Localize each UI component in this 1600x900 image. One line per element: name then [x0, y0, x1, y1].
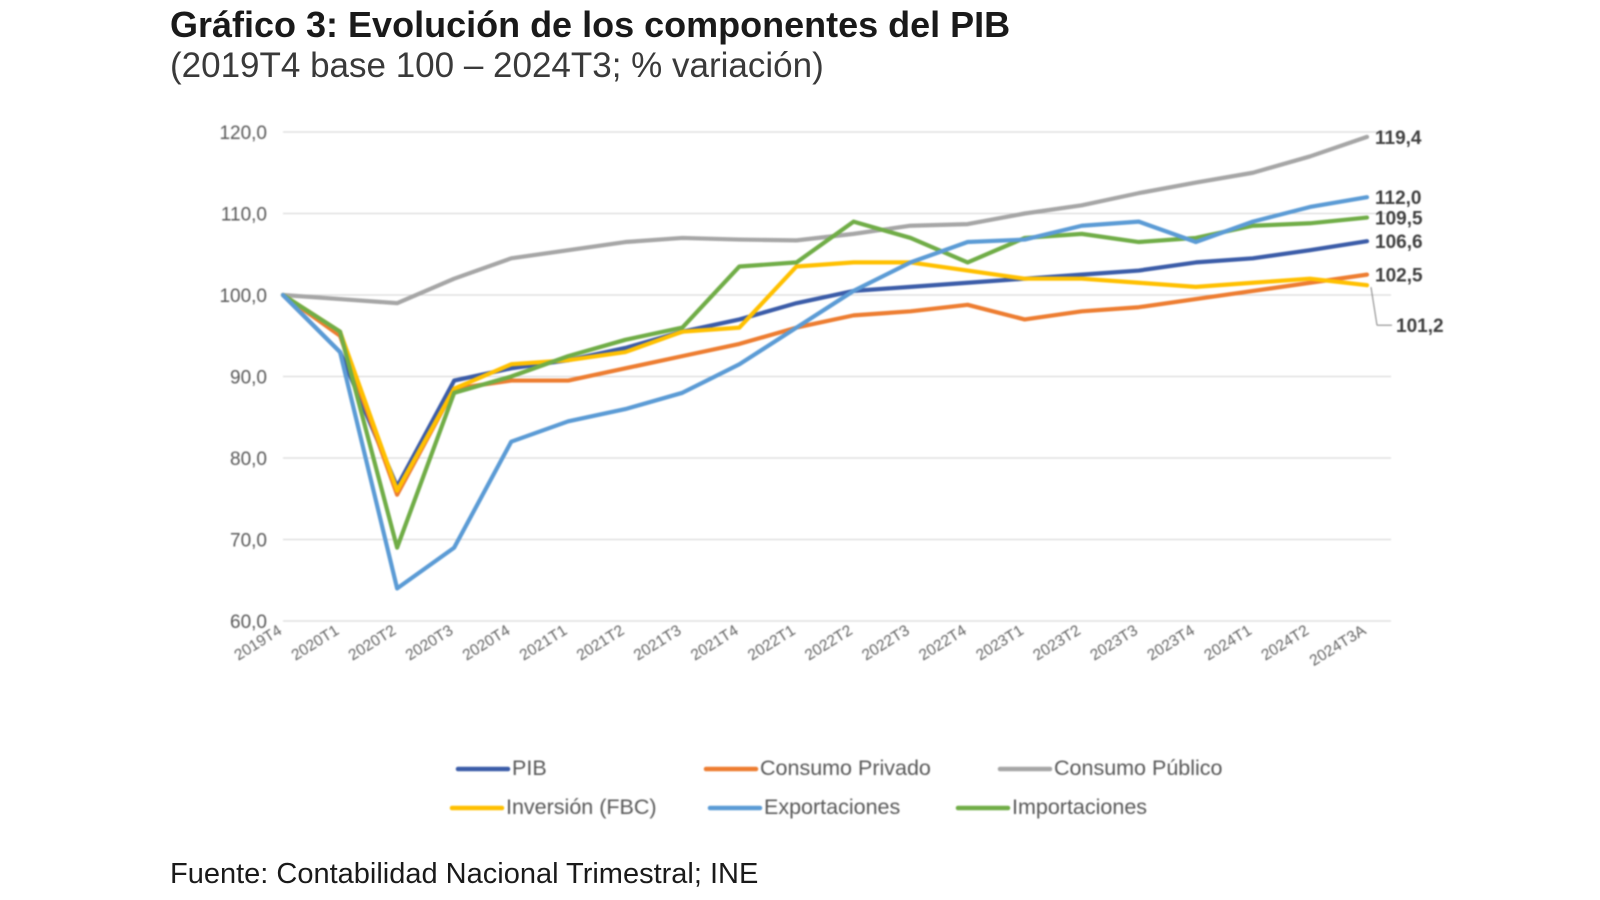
- svg-text:2024T3A: 2024T3A: [1307, 622, 1370, 670]
- svg-text:2022T1: 2022T1: [745, 622, 799, 664]
- svg-text:Importaciones: Importaciones: [1012, 795, 1147, 819]
- svg-text:Consumo Público: Consumo Público: [1054, 756, 1223, 780]
- svg-text:2020T3: 2020T3: [403, 622, 457, 664]
- svg-text:Inversión (FBC): Inversión (FBC): [506, 795, 657, 819]
- svg-text:106,6: 106,6: [1375, 232, 1423, 253]
- svg-text:119,4: 119,4: [1375, 128, 1422, 149]
- svg-text:2023T1: 2023T1: [973, 622, 1027, 664]
- svg-text:109,5: 109,5: [1375, 209, 1423, 230]
- svg-text:2021T4: 2021T4: [688, 622, 742, 664]
- svg-text:2024T1: 2024T1: [1201, 622, 1255, 664]
- svg-text:2021T3: 2021T3: [631, 622, 685, 664]
- svg-text:2022T4: 2022T4: [916, 622, 970, 664]
- svg-text:Exportaciones: Exportaciones: [764, 795, 900, 819]
- svg-text:90,0: 90,0: [230, 368, 267, 389]
- svg-text:60,0: 60,0: [230, 612, 267, 633]
- svg-text:2024T2: 2024T2: [1258, 622, 1312, 664]
- svg-text:2021T1: 2021T1: [517, 622, 571, 664]
- svg-text:110,0: 110,0: [221, 205, 267, 226]
- svg-text:2023T2: 2023T2: [1030, 622, 1084, 664]
- svg-text:PIB: PIB: [512, 756, 547, 780]
- svg-text:Consumo Privado: Consumo Privado: [760, 756, 931, 780]
- svg-text:2020T2: 2020T2: [346, 622, 400, 664]
- svg-text:2023T3: 2023T3: [1087, 622, 1141, 664]
- svg-text:2020T1: 2020T1: [289, 622, 343, 664]
- svg-text:70,0: 70,0: [230, 531, 267, 552]
- svg-text:102,5: 102,5: [1375, 266, 1423, 287]
- svg-text:80,0: 80,0: [230, 449, 267, 470]
- svg-text:2022T2: 2022T2: [802, 622, 856, 664]
- svg-text:2022T3: 2022T3: [859, 622, 913, 664]
- svg-text:100,0: 100,0: [219, 286, 267, 307]
- svg-text:101,2: 101,2: [1396, 316, 1444, 337]
- svg-text:2021T2: 2021T2: [574, 622, 628, 664]
- svg-text:112,0: 112,0: [1375, 188, 1422, 209]
- svg-text:2020T4: 2020T4: [460, 622, 514, 664]
- svg-text:2023T4: 2023T4: [1144, 622, 1198, 664]
- svg-text:120,0: 120,0: [219, 123, 267, 144]
